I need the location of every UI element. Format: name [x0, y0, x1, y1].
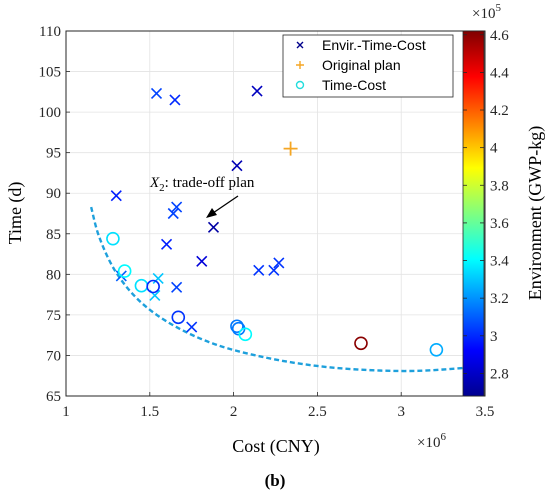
data-point-envir-time-cost [171, 281, 183, 293]
y-tick-label: 90 [46, 186, 61, 202]
annotation: X2: trade-off plan [149, 175, 255, 218]
colorbar-tick-label: 3.6 [490, 216, 509, 232]
data-point-time-cost [354, 336, 368, 351]
colorbar-tick-label: 3.8 [490, 178, 509, 194]
x-tick-label: 1 [62, 404, 70, 420]
tradeoff-curve-layer [89, 206, 469, 373]
legend-label: Time-Cost [322, 77, 386, 93]
y-tick-label: 100 [39, 105, 62, 121]
plot-frame [65, 30, 486, 397]
data-point-envir-time-cost [207, 221, 220, 233]
data-point-time-cost [117, 264, 132, 278]
y-tick-label: 105 [39, 65, 62, 81]
colorbar-label: Environment (GWP-kg) [525, 126, 546, 300]
colorbar-tick-label: 3.2 [490, 291, 509, 307]
arrow-head-icon [206, 208, 217, 218]
colorbar-tick-label: 3 [490, 329, 498, 345]
data-point-time-cost [429, 342, 444, 357]
x-axis-multiplier: ×106 [417, 431, 446, 451]
data-point-envir-time-cost [253, 264, 265, 276]
x-tick-label: 3.5 [476, 404, 495, 420]
x-tick-label: 3 [397, 404, 405, 420]
data-point-time-cost [146, 279, 160, 294]
data-point-envir-time-cost [169, 94, 181, 106]
y-axis-label: Time (d) [5, 182, 26, 245]
colorbar-tick-label: 4.6 [490, 28, 509, 44]
y-tick-label: 85 [46, 227, 61, 243]
y-tick-label: 110 [39, 24, 61, 40]
legend-item-envir-time-cost: Envir.-Time-Cost [296, 37, 426, 53]
x-tick-label: 2.5 [308, 404, 327, 420]
x-marker-icon [296, 41, 304, 49]
legend-label: Original plan [322, 57, 401, 73]
data-point-envir-time-cost [110, 190, 122, 202]
annotation-arrow [212, 195, 239, 214]
data-marks [106, 85, 484, 359]
data-point-envir-time-cost [167, 207, 179, 220]
data-point-envir-time-cost [268, 264, 280, 276]
data-point-time-cost [106, 231, 120, 246]
x-tick-label: 2 [230, 404, 238, 420]
y-tick-label: 80 [46, 267, 61, 283]
panel-label: (b) [265, 471, 286, 490]
colorbar-tick-label: 4.2 [490, 103, 509, 119]
circle-marker-icon [295, 80, 305, 90]
legend-item-time-cost: Time-Cost [295, 77, 386, 93]
data-point-time-cost [171, 310, 186, 325]
data-point-envir-time-cost [186, 321, 198, 333]
plus-marker-icon [296, 61, 304, 69]
colorbar-tick-label: 4 [490, 141, 498, 157]
colorbar-multiplier: ×105 [472, 2, 501, 22]
colorbar-gradient [462, 30, 485, 397]
colorbar: 2.8 3 3.2 3.4 3.6 3.8 4 4.2 4.4 4.6 ×105 Environm… [462, 2, 546, 397]
colorbar-tick-label: 4.4 [490, 65, 509, 81]
data-point-envir-time-cost [231, 160, 243, 172]
colorbar-tick-label: 3.4 [490, 254, 509, 270]
y-tick-label: 70 [46, 348, 61, 364]
data-point-original-plan [283, 141, 298, 156]
y-tick-label: 95 [46, 146, 61, 162]
legend-box [282, 34, 454, 98]
grid-lines [65, 30, 486, 397]
axis-ticks: 1 1.5 2 2.5 3 3.5 65 70 75 80 85 90 95 100 105 110 [39, 24, 495, 420]
y-tick-label: 75 [46, 308, 61, 324]
legend-label: Envir.-Time-Cost [322, 37, 426, 53]
y-tick-label: 65 [46, 389, 61, 405]
data-point-time-cost [230, 319, 244, 334]
data-point-time-cost [238, 327, 253, 342]
colorbar-ticks: 2.8 3 3.2 3.4 3.6 3.8 4 4.2 4.4 4.6 [463, 28, 509, 382]
legend: Envir.-Time-Cost Original plan Time-Cost [282, 34, 454, 98]
colorbar-tick-label: 2.8 [490, 366, 509, 382]
data-point-envir-time-cost [152, 272, 164, 284]
data-point-envir-time-cost [150, 87, 163, 100]
data-point-envir-time-cost [171, 201, 183, 213]
data-point-envir-time-cost [273, 257, 285, 269]
annotation-text: X2: trade-off plan [149, 175, 255, 194]
data-point-envir-time-cost [251, 85, 263, 97]
legend-item-original-plan: Original plan [296, 57, 401, 73]
x-axis-label: Cost (CNY) [232, 436, 320, 457]
tradeoff-curve [89, 206, 469, 373]
x-tick-label: 1.5 [140, 404, 159, 420]
data-point-envir-time-cost [196, 255, 208, 267]
data-point-envir-time-cost [160, 238, 173, 250]
